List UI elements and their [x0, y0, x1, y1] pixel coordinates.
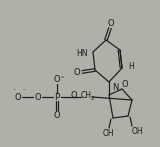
Text: ⁻: ⁻	[12, 90, 16, 95]
Text: HN: HN	[76, 49, 88, 57]
Text: H: H	[128, 61, 134, 71]
Text: O: O	[15, 92, 21, 101]
Text: O: O	[54, 111, 60, 120]
Text: ⁻: ⁻	[60, 76, 64, 81]
Text: P: P	[54, 92, 60, 101]
Text: O: O	[74, 67, 80, 76]
Text: O: O	[54, 75, 60, 83]
Text: 2: 2	[90, 96, 94, 101]
Text: ⁻: ⁻	[22, 90, 26, 95]
Text: N: N	[112, 82, 118, 91]
Text: O: O	[122, 80, 128, 88]
Text: O: O	[108, 19, 114, 27]
Text: O: O	[35, 92, 41, 101]
Text: O: O	[71, 91, 77, 101]
Text: OH: OH	[131, 127, 143, 137]
Text: OH: OH	[102, 130, 114, 138]
Text: ⁻: ⁻	[60, 76, 64, 82]
Text: CH: CH	[80, 91, 92, 101]
